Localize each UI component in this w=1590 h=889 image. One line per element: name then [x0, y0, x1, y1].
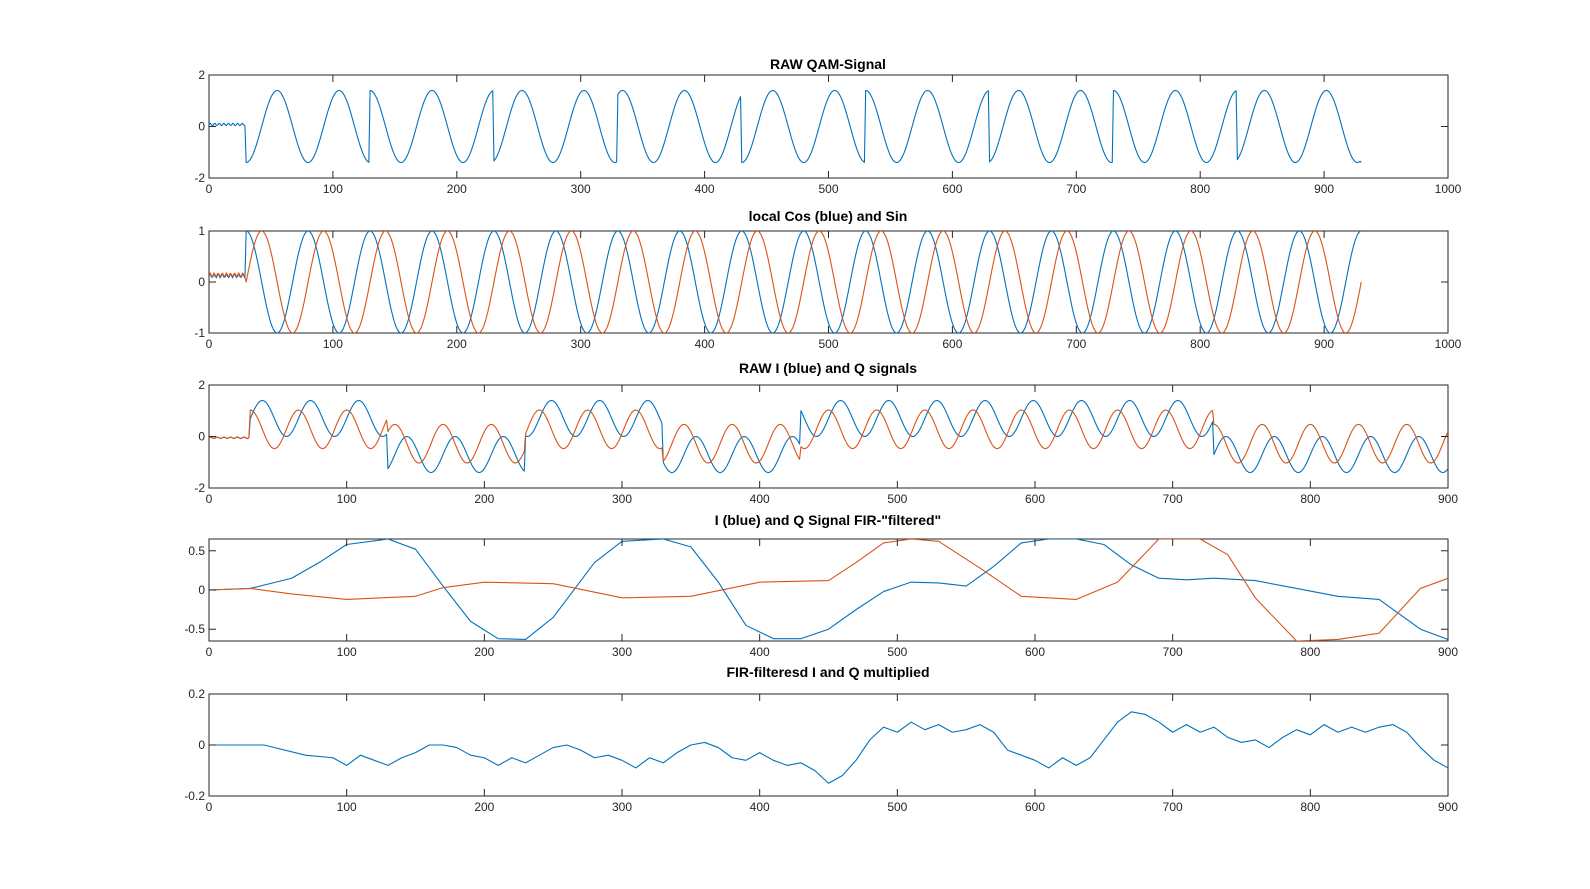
y-tick-label: -0.2 [184, 789, 205, 803]
x-tick-label: 600 [1025, 800, 1045, 814]
subplot-raw-qam-signal: RAW QAM-Signal 0 100 200 300 400 500 600 700 800… [194, 56, 1461, 196]
x-tick-label: 500 [887, 800, 907, 814]
series-line-blue [209, 711, 1448, 784]
series-line-orange [209, 231, 1362, 333]
x-tick-label: 300 [612, 645, 632, 659]
x-tick-label: 100 [337, 645, 357, 659]
x-tick-label: 900 [1438, 800, 1458, 814]
x-tick-label: 400 [695, 337, 715, 351]
y-tick-label: 0 [198, 275, 205, 289]
x-tick-label: 300 [571, 337, 591, 351]
axes-box [208, 384, 1449, 489]
chart-title: FIR-filteresd I and Q multiplied [726, 664, 929, 680]
subplot-fir-filtered-i-q: I (blue) and Q Signal FIR-"filtered" 0 10… [184, 512, 1458, 659]
chart-title: RAW I (blue) and Q signals [739, 360, 917, 376]
x-tick-label: 700 [1066, 337, 1086, 351]
x-tick-label: 600 [1025, 492, 1045, 506]
x-tick-label: 0 [206, 800, 213, 814]
y-tick-label: -2 [194, 481, 205, 495]
x-tick-label: 800 [1300, 800, 1320, 814]
chart-title: I (blue) and Q Signal FIR-"filtered" [715, 512, 941, 528]
y-tick-label: 2 [198, 378, 205, 392]
x-tick-label: 600 [1025, 645, 1045, 659]
y-tick-label: 0 [198, 430, 205, 444]
y-tick-label: 2 [198, 68, 205, 82]
x-tick-label: 200 [447, 337, 467, 351]
axes-box [208, 230, 1449, 334]
x-tick-label: 700 [1163, 492, 1183, 506]
x-tick-label: 900 [1438, 645, 1458, 659]
x-tick-label: 100 [337, 800, 357, 814]
y-tick-label: 0 [198, 120, 205, 134]
y-tick-label: 0.2 [188, 687, 205, 701]
x-tick-label: 700 [1163, 645, 1183, 659]
x-tick-label: 1000 [1435, 182, 1462, 196]
x-tick-label: 900 [1314, 182, 1334, 196]
x-tick-label: 500 [887, 645, 907, 659]
series-line-orange [209, 539, 1448, 641]
chart-title: RAW QAM-Signal [770, 56, 886, 72]
x-tick-label: 600 [942, 182, 962, 196]
x-tick-label: 300 [612, 492, 632, 506]
x-tick-label: 400 [750, 800, 770, 814]
x-tick-label: 500 [818, 182, 838, 196]
x-tick-label: 700 [1066, 182, 1086, 196]
x-tick-label: 800 [1190, 182, 1210, 196]
subplot-local-cos-sin: local Cos (blue) and Sin 0 100 200 300 400 50… [194, 208, 1461, 351]
x-tick-label: 500 [887, 492, 907, 506]
x-tick-label: 600 [942, 337, 962, 351]
x-tick-label: 200 [447, 182, 467, 196]
x-tick-label: 800 [1190, 337, 1210, 351]
x-tick-label: 0 [206, 182, 213, 196]
subplot-fir-filtered-multiplied: FIR-filteresd I and Q multiplied 0 100 200… [184, 664, 1458, 814]
series-line-blue [209, 399, 1448, 474]
x-tick-label: 0 [206, 337, 213, 351]
x-tick-label: 300 [571, 182, 591, 196]
x-tick-label: 100 [337, 492, 357, 506]
axes-box [208, 74, 1449, 179]
series-line-blue [209, 89, 1362, 164]
x-tick-label: 1000 [1435, 337, 1462, 351]
y-tick-label: 0.5 [188, 544, 205, 558]
x-tick-label: 0 [206, 492, 213, 506]
x-tick-label: 200 [474, 800, 494, 814]
series-line-blue [209, 231, 1362, 333]
x-tick-label: 400 [750, 645, 770, 659]
y-tick-label: -2 [194, 171, 205, 185]
x-tick-label: 100 [323, 182, 343, 196]
x-tick-label: 300 [612, 800, 632, 814]
x-tick-label: 800 [1300, 492, 1320, 506]
x-tick-label: 400 [750, 492, 770, 506]
axes-box [208, 693, 1449, 797]
y-tick-label: 1 [198, 224, 205, 238]
x-tick-label: 900 [1314, 337, 1334, 351]
x-tick-label: 100 [323, 337, 343, 351]
chart-title: local Cos (blue) and Sin [749, 208, 908, 224]
axes-box [208, 538, 1449, 642]
series-line-orange [209, 409, 1448, 464]
y-tick-label: -1 [194, 326, 205, 340]
y-tick-label: -0.5 [184, 622, 205, 636]
x-tick-label: 0 [206, 645, 213, 659]
x-tick-label: 200 [474, 492, 494, 506]
x-tick-label: 500 [818, 337, 838, 351]
y-tick-label: 0 [198, 738, 205, 752]
y-tick-label: 0 [198, 583, 205, 597]
x-tick-label: 900 [1438, 492, 1458, 506]
x-tick-label: 800 [1300, 645, 1320, 659]
series-line-blue [209, 539, 1448, 640]
x-tick-label: 400 [695, 182, 715, 196]
subplot-raw-i-q-signals: RAW I (blue) and Q signals 0 100 200 300 400… [194, 360, 1458, 506]
x-tick-label: 200 [474, 645, 494, 659]
x-tick-label: 700 [1163, 800, 1183, 814]
